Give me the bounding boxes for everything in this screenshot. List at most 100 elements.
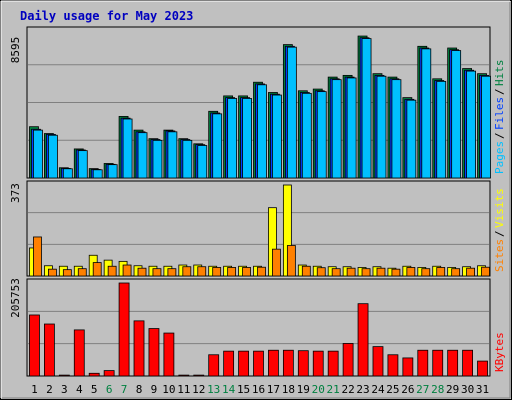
bar-sites-day-30 bbox=[466, 267, 475, 277]
bar-sites-day-6 bbox=[107, 265, 117, 277]
panel-legend: KBytes bbox=[493, 332, 506, 372]
x-tick-label: 1 bbox=[31, 383, 38, 396]
x-tick-label: 3 bbox=[61, 383, 68, 396]
bar-pages-day-23 bbox=[361, 38, 372, 179]
bar-kbytes-day-17 bbox=[268, 349, 279, 377]
bar-pages-day-7 bbox=[122, 118, 133, 179]
bar-pages-day-24 bbox=[376, 75, 387, 179]
x-tick-label: 24 bbox=[371, 383, 385, 396]
bar-kbytes-day-10 bbox=[163, 332, 175, 377]
bar-sites-day-14 bbox=[227, 267, 237, 277]
bar-pages-day-29 bbox=[451, 50, 462, 179]
bar-pages-day-9 bbox=[152, 139, 163, 179]
x-tick-label: 11 bbox=[177, 383, 190, 396]
bar-kbytes-day-11 bbox=[178, 374, 190, 377]
bar-sites-day-21 bbox=[331, 268, 341, 277]
bar-sites-day-24 bbox=[376, 267, 386, 277]
bar-kbytes-day-22 bbox=[342, 343, 354, 377]
bar-pages-day-10 bbox=[167, 131, 178, 179]
bar-sites-day-9 bbox=[152, 268, 162, 277]
bar-kbytes-day-20 bbox=[312, 350, 324, 377]
bar-kbytes-day-18 bbox=[282, 349, 294, 377]
legend-files: Files bbox=[493, 97, 506, 130]
x-tick-label: 12 bbox=[192, 383, 205, 396]
bar-kbytes-day-8 bbox=[133, 320, 145, 377]
bar-pages-day-14 bbox=[227, 98, 238, 179]
hits-files-pages-panel: 8595 Pages/Files/Hits bbox=[9, 26, 506, 179]
x-tick-label: 29 bbox=[446, 383, 459, 396]
bar-sites-day-16 bbox=[257, 266, 266, 277]
x-tick-label: 19 bbox=[297, 383, 310, 396]
bar-sites-day-27 bbox=[421, 268, 431, 277]
bar-kbytes-day-5 bbox=[88, 372, 100, 377]
bar-kbytes-day-13 bbox=[208, 354, 220, 377]
bar-sites-day-26 bbox=[406, 267, 416, 277]
bar-kbytes-day-28 bbox=[432, 349, 444, 377]
bar-kbytes-day-31 bbox=[477, 360, 488, 377]
x-tick-label: 10 bbox=[162, 383, 175, 396]
x-tick-label: 13 bbox=[207, 383, 220, 396]
bar-sites-day-2 bbox=[48, 268, 57, 277]
legend-separator: / bbox=[493, 230, 506, 237]
legend-visits: Visits bbox=[493, 188, 506, 228]
bar-kbytes-day-21 bbox=[327, 350, 339, 377]
bar-kbytes-day-1 bbox=[29, 314, 40, 377]
panel-legend: Sites / Visits bbox=[493, 188, 506, 272]
bar-sites-day-29 bbox=[451, 268, 461, 277]
y-max-label: 205753 bbox=[9, 278, 22, 318]
x-tick-label: 2 bbox=[46, 383, 53, 396]
bar-pages-day-6 bbox=[107, 164, 118, 179]
bar-kbytes-day-19 bbox=[297, 350, 309, 377]
chart-title: Daily usage for May 2023 bbox=[20, 9, 193, 23]
bar-pages-day-26 bbox=[406, 99, 417, 179]
legend-separator: / bbox=[493, 132, 506, 139]
bar-sites-day-10 bbox=[167, 268, 177, 277]
bar-sites-day-22 bbox=[346, 267, 356, 277]
x-tick-label: 6 bbox=[106, 383, 113, 396]
x-axis-day-labels: 1 2 3 4 5 6 7 8 9 10 11 12 13 14 15 16 17 18 19 20 21 22 23 24 2… bbox=[31, 383, 489, 396]
panel-bars bbox=[29, 35, 491, 179]
bar-pages-day-1 bbox=[33, 129, 43, 179]
x-tick-label: 23 bbox=[356, 383, 369, 396]
x-tick-label: 25 bbox=[386, 383, 399, 396]
bar-pages-day-15 bbox=[242, 98, 252, 179]
bar-pages-day-8 bbox=[137, 132, 148, 179]
bar-pages-day-2 bbox=[48, 134, 58, 179]
bar-sites-day-3 bbox=[62, 269, 72, 277]
bar-pages-day-18 bbox=[286, 46, 297, 179]
bar-sites-day-15 bbox=[242, 267, 251, 277]
panel-legend: Pages/Files/Hits bbox=[493, 60, 506, 175]
x-tick-label: 28 bbox=[431, 383, 444, 396]
bar-kbytes-day-6 bbox=[103, 370, 115, 377]
x-tick-label: 20 bbox=[312, 383, 325, 396]
x-tick-label: 21 bbox=[327, 383, 340, 396]
bar-pages-day-16 bbox=[257, 84, 267, 179]
bar-kbytes-day-15 bbox=[238, 350, 249, 377]
bar-pages-day-19 bbox=[301, 92, 312, 179]
kbytes-panel: 205753 KBytes bbox=[9, 278, 506, 377]
bar-kbytes-day-9 bbox=[148, 328, 160, 377]
bar-kbytes-day-23 bbox=[357, 303, 369, 377]
x-tick-label: 26 bbox=[401, 383, 414, 396]
bar-pages-day-31 bbox=[481, 75, 491, 179]
bar-sites-day-31 bbox=[481, 266, 490, 277]
legend-sites: Sites bbox=[493, 239, 506, 272]
x-tick-label: 18 bbox=[282, 383, 295, 396]
bar-sites-day-4 bbox=[77, 268, 87, 277]
bar-sites-day-11 bbox=[182, 266, 192, 277]
x-tick-label: 31 bbox=[476, 383, 489, 396]
bar-sites-day-19 bbox=[301, 265, 311, 277]
bar-pages-day-20 bbox=[316, 91, 327, 179]
panel-bars bbox=[29, 282, 488, 377]
legend-separator: / bbox=[493, 88, 506, 95]
bar-sites-day-17 bbox=[272, 248, 281, 277]
x-tick-label: 4 bbox=[76, 383, 83, 396]
x-tick-label: 15 bbox=[237, 383, 250, 396]
x-tick-label: 7 bbox=[121, 383, 128, 396]
bar-sites-day-23 bbox=[361, 268, 371, 277]
bar-sites-day-5 bbox=[92, 262, 102, 277]
legend-hits: Hits bbox=[493, 60, 506, 87]
x-tick-label: 27 bbox=[416, 383, 429, 396]
bar-pages-day-11 bbox=[182, 139, 193, 179]
bar-pages-day-12 bbox=[197, 145, 208, 179]
